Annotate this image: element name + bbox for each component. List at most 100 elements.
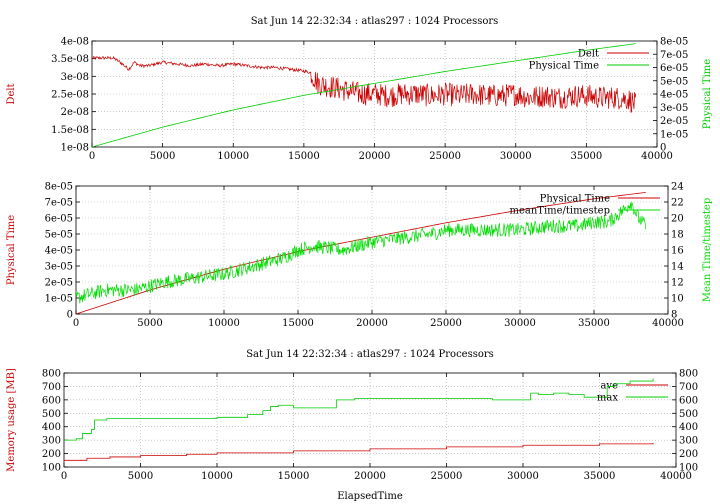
x-tick-label: 10000	[201, 471, 233, 482]
y-tick-label: 2e-05	[45, 278, 73, 289]
x-tick-label: 20000	[359, 151, 391, 162]
y-tick-label: 7e-05	[45, 198, 73, 209]
chart-panel-1: Sat Jun 14 22:32:34 : atlas297 : 1024 Pr…	[6, 16, 713, 162]
y2-axis-label: Physical Time	[702, 59, 713, 129]
x-tick-label: 35000	[570, 151, 602, 162]
y2-tick-label: 14	[671, 262, 684, 273]
x-tick-label: 5000	[128, 471, 153, 482]
y-tick-label: 5e-05	[45, 230, 73, 241]
y2-tick-label: 7e-05	[660, 50, 688, 61]
y-axis-label: Memory usage [MB]	[6, 368, 17, 472]
y2-tick-label: 4e-05	[660, 90, 688, 101]
x-tick-label: 35000	[584, 471, 616, 482]
x-axis-label: ElapsedTime	[337, 491, 403, 502]
y2-tick-label: 12	[671, 278, 684, 289]
y-tick-label: 700	[42, 382, 61, 393]
y-tick-label: 3e-05	[45, 262, 73, 273]
legend-label: max	[597, 393, 618, 404]
y-tick-label: 3e-08	[61, 72, 89, 83]
x-tick-label: 30000	[500, 151, 532, 162]
x-tick-label: 5000	[150, 151, 175, 162]
y2-tick-label: 5e-05	[660, 76, 688, 87]
legend-label: Physical Time	[529, 61, 599, 72]
y2-tick-label: 300	[679, 436, 698, 447]
y-tick-label: 600	[42, 395, 61, 406]
series-line-meantime-timestep	[76, 201, 647, 304]
y2-tick-label: 8	[671, 310, 677, 321]
x-tick-label: 5000	[137, 318, 162, 329]
x-tick-label: 35000	[578, 318, 610, 329]
chart-panel-3: Sat Jun 14 22:32:34 : atlas297 : 1024 Pr…	[6, 349, 698, 502]
x-tick-label: 30000	[504, 318, 536, 329]
y-tick-label: 1e-05	[45, 294, 73, 305]
chart-title: Sat Jun 14 22:32:34 : atlas297 : 1024 Pr…	[246, 349, 494, 360]
y2-tick-label: 500	[679, 409, 698, 420]
y-tick-label: 0	[67, 310, 73, 321]
y2-tick-label: 1e-05	[660, 129, 688, 140]
series-line-ave	[64, 442, 654, 461]
chart-panel-2: 0 5000 10000 15000 20000 25000 30000 35000 40000…	[6, 182, 713, 330]
y-tick-label: 2e-08	[61, 107, 89, 118]
series-line-delt	[92, 55, 637, 113]
y-axis-label: Delt	[6, 83, 17, 104]
y2-tick-label: 800	[679, 369, 698, 380]
y-tick-label: 400	[42, 422, 61, 433]
y2-tick-label: 6e-05	[660, 63, 688, 74]
y2-tick-label: 700	[679, 382, 698, 393]
y-tick-label: 2.5e-08	[51, 90, 89, 101]
x-tick-label: 0	[73, 318, 79, 329]
y2-tick-label: 22	[671, 198, 684, 209]
y-tick-label: 8e-05	[45, 182, 73, 193]
y2-tick-label: 18	[671, 230, 684, 241]
y2-tick-label: 10	[671, 294, 684, 305]
y2-tick-label: 8e-05	[660, 37, 688, 48]
chart-title: Sat Jun 14 22:32:34 : atlas297 : 1024 Pr…	[251, 16, 499, 27]
x-tick-label: 30000	[507, 471, 539, 482]
series-line-physical-time	[92, 43, 636, 147]
y-tick-label: 1e-08	[61, 143, 89, 154]
legend-label: Delt	[578, 49, 599, 60]
y-axis-label: Physical Time	[6, 215, 17, 285]
x-tick-label: 15000	[288, 151, 320, 162]
y-tick-label: 800	[42, 369, 61, 380]
y2-tick-label: 100	[679, 463, 698, 474]
legend-label: meanTime/timestep	[509, 206, 610, 217]
y-tick-label: 3.5e-08	[51, 54, 89, 65]
x-tick-label: 40000	[641, 151, 673, 162]
x-tick-label: 20000	[354, 471, 386, 482]
x-tick-label: 15000	[278, 471, 310, 482]
y2-tick-label: 20	[671, 214, 684, 225]
y-tick-label: 300	[42, 436, 61, 447]
y-tick-label: 6e-05	[45, 214, 73, 225]
x-tick-label: 40000	[652, 318, 684, 329]
y2-tick-label: 3e-05	[660, 103, 688, 114]
x-tick-label: 25000	[431, 471, 463, 482]
x-tick-label: 25000	[429, 151, 461, 162]
x-tick-label: 10000	[208, 318, 240, 329]
y2-tick-label: 2e-05	[660, 116, 688, 127]
x-tick-label: 25000	[430, 318, 462, 329]
y2-tick-label: 16	[671, 246, 684, 257]
y-tick-label: 200	[42, 449, 61, 460]
legend-label: Physical Time	[540, 194, 610, 205]
x-tick-label: 0	[89, 151, 95, 162]
y-tick-label: 500	[42, 409, 61, 420]
x-tick-label: 0	[61, 471, 67, 482]
y-tick-label: 4e-08	[61, 37, 89, 48]
y-tick-label: 1.5e-08	[51, 125, 89, 136]
y2-tick-label: 0	[660, 143, 666, 154]
x-tick-label: 15000	[282, 318, 314, 329]
y2-tick-label: 600	[679, 395, 698, 406]
y-tick-label: 4e-05	[45, 246, 73, 257]
y2-tick-label: 200	[679, 449, 698, 460]
legend-label: ave	[600, 381, 618, 392]
y2-axis-label: Mean Time/timestep	[702, 198, 713, 302]
x-tick-label: 10000	[217, 151, 249, 162]
x-tick-label: 40000	[660, 471, 692, 482]
y2-tick-label: 400	[679, 422, 698, 433]
plot-frame	[63, 372, 677, 468]
x-tick-label: 20000	[356, 318, 388, 329]
series-line-max	[64, 378, 654, 441]
y-tick-label: 100	[42, 463, 61, 474]
